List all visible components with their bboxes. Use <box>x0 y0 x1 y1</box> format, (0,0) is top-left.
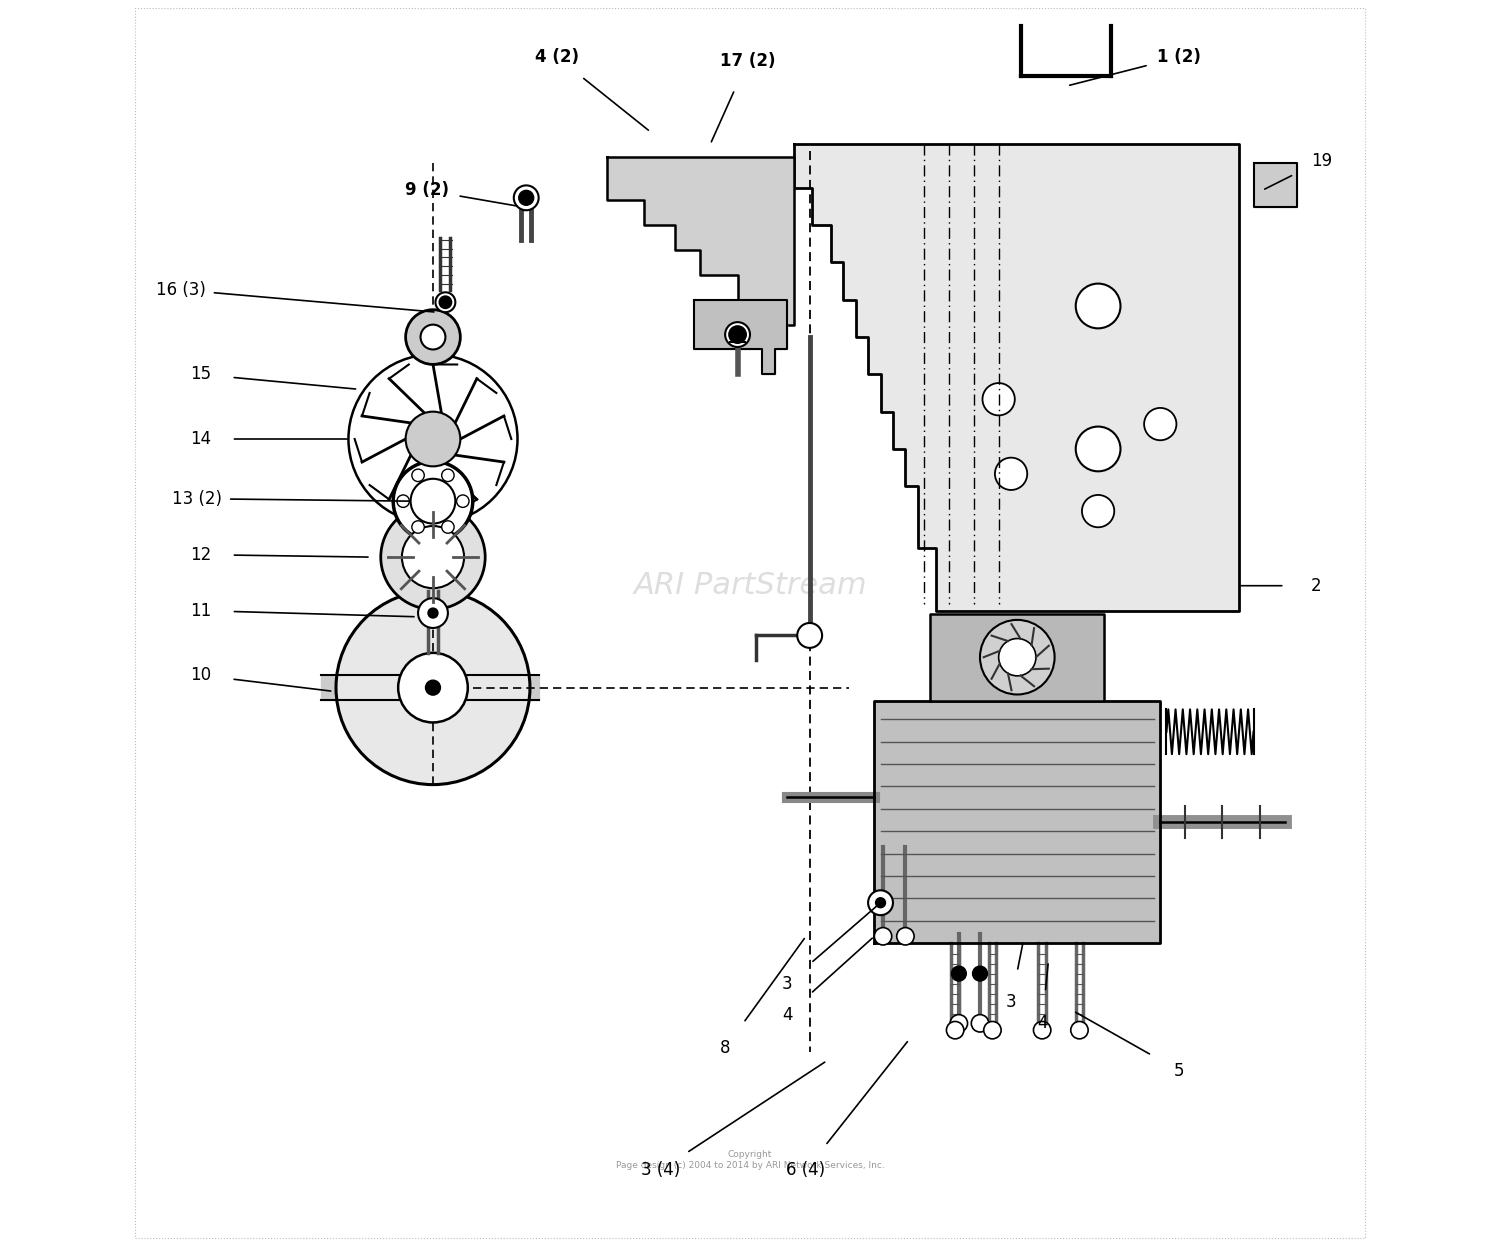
Text: 12: 12 <box>190 546 211 563</box>
Text: 14: 14 <box>190 430 211 449</box>
Circle shape <box>724 323 750 346</box>
Circle shape <box>381 505 484 609</box>
Circle shape <box>980 621 1054 694</box>
Circle shape <box>411 478 456 523</box>
Circle shape <box>398 495 410 507</box>
Text: 2: 2 <box>1311 577 1322 594</box>
Circle shape <box>729 326 747 344</box>
Circle shape <box>413 468 424 481</box>
Circle shape <box>456 495 470 507</box>
Text: ARI PartStream: ARI PartStream <box>633 571 867 601</box>
Text: 6 (4): 6 (4) <box>786 1161 825 1179</box>
Circle shape <box>441 468 454 481</box>
Text: 4: 4 <box>782 1006 792 1024</box>
Text: 19: 19 <box>1311 152 1332 169</box>
Circle shape <box>972 1014 988 1032</box>
Circle shape <box>519 191 534 206</box>
Text: 1 (2): 1 (2) <box>1156 49 1202 66</box>
Text: 4: 4 <box>1036 1014 1047 1033</box>
Text: 10: 10 <box>190 667 211 684</box>
Circle shape <box>984 1022 1000 1039</box>
Polygon shape <box>321 675 538 700</box>
Text: 9 (2): 9 (2) <box>405 182 448 199</box>
Text: 8: 8 <box>720 1039 730 1057</box>
Circle shape <box>982 383 1016 415</box>
Circle shape <box>972 966 987 981</box>
Circle shape <box>426 680 441 695</box>
Circle shape <box>1034 1022 1052 1039</box>
Circle shape <box>1082 495 1114 527</box>
Text: 3: 3 <box>1007 993 1017 1012</box>
Text: 5: 5 <box>1173 1062 1184 1079</box>
Circle shape <box>419 598 448 628</box>
Circle shape <box>876 898 885 907</box>
Circle shape <box>413 521 424 533</box>
Circle shape <box>946 1022 964 1039</box>
Polygon shape <box>930 614 1104 700</box>
Circle shape <box>951 966 966 981</box>
Text: 11: 11 <box>190 602 211 619</box>
Text: 3: 3 <box>782 974 792 993</box>
Circle shape <box>435 293 456 313</box>
Text: Copyright
Page design (c) 2004 to 2014 by ARI Network Services, Inc.: Copyright Page design (c) 2004 to 2014 b… <box>615 1150 885 1170</box>
Circle shape <box>950 1014 968 1032</box>
Polygon shape <box>694 300 788 374</box>
Polygon shape <box>1254 163 1298 207</box>
Circle shape <box>994 457 1028 490</box>
Circle shape <box>441 521 454 533</box>
Polygon shape <box>874 700 1161 943</box>
Text: 15: 15 <box>190 365 211 384</box>
Circle shape <box>1144 407 1176 440</box>
Text: 16 (3): 16 (3) <box>156 280 206 299</box>
Text: 17 (2): 17 (2) <box>720 52 776 70</box>
Polygon shape <box>608 157 794 325</box>
Circle shape <box>427 608 438 618</box>
Circle shape <box>405 310 460 364</box>
Circle shape <box>796 623 822 648</box>
Circle shape <box>398 653 468 723</box>
Circle shape <box>999 638 1036 675</box>
Circle shape <box>420 325 446 349</box>
Circle shape <box>348 354 518 523</box>
Circle shape <box>1076 284 1120 329</box>
Circle shape <box>868 891 892 915</box>
Circle shape <box>440 297 452 309</box>
Circle shape <box>336 591 530 785</box>
Circle shape <box>1076 426 1120 471</box>
Circle shape <box>405 411 460 466</box>
Circle shape <box>1071 1022 1088 1039</box>
Circle shape <box>393 461 472 541</box>
Polygon shape <box>794 145 1239 611</box>
Text: 4 (2): 4 (2) <box>536 49 579 66</box>
Circle shape <box>874 927 891 944</box>
Circle shape <box>402 526 464 588</box>
Circle shape <box>514 186 538 211</box>
Text: 13 (2): 13 (2) <box>172 490 222 507</box>
Circle shape <box>897 927 914 944</box>
Text: 3 (4): 3 (4) <box>640 1161 680 1179</box>
